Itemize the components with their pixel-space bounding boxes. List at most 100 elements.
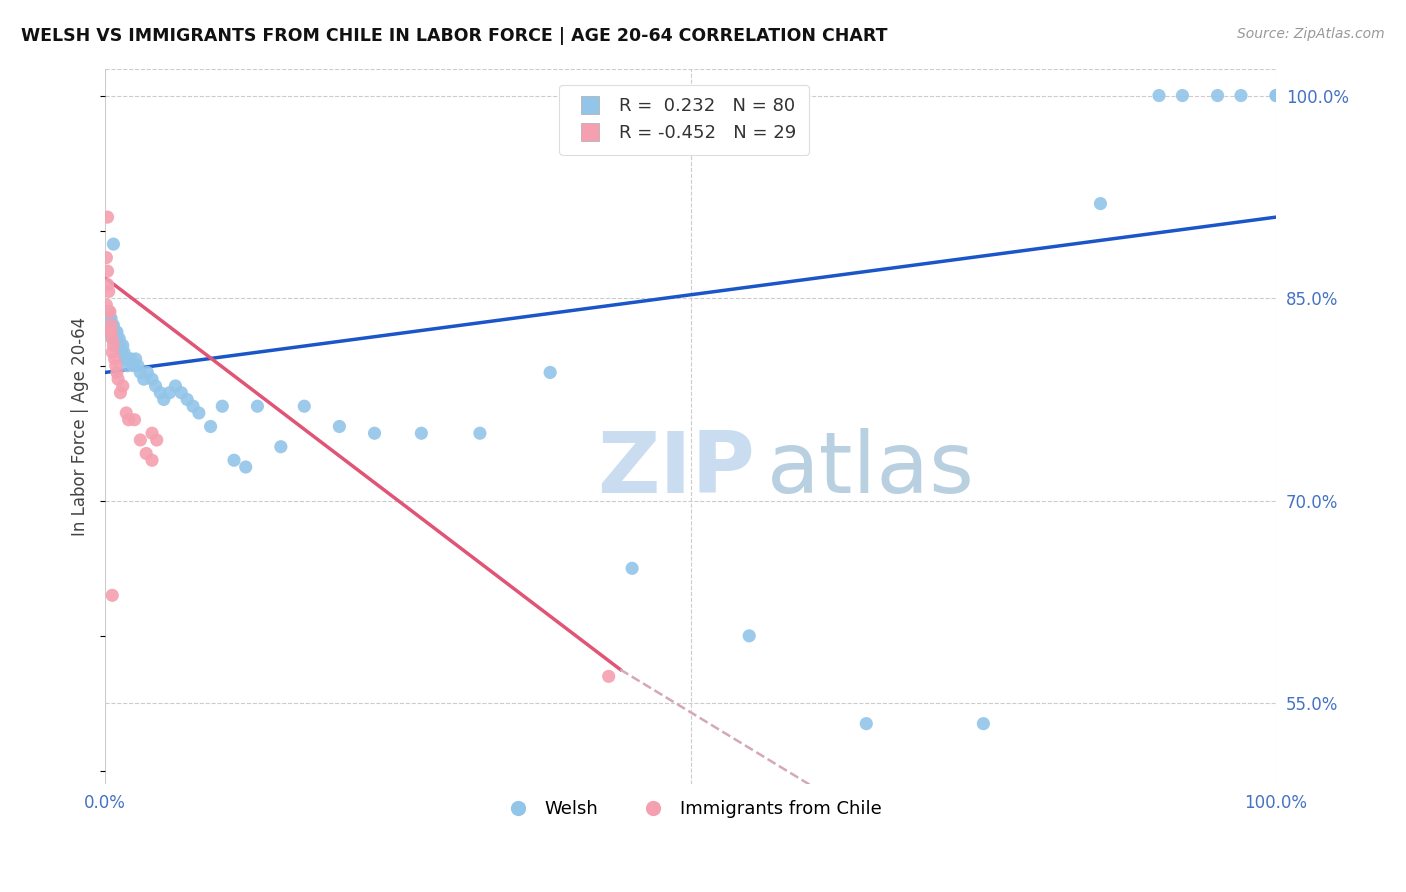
Point [1206, 88, 1229, 103]
Point [165, 379, 187, 393]
Point [96, 298, 118, 312]
Point [538, 366, 561, 380]
Point [170, 385, 193, 400]
Point [103, 237, 125, 252]
Text: WELSH VS IMMIGRANTS FROM CHILE IN LABOR FORCE | AGE 20-64 CORRELATION CHART: WELSH VS IMMIGRANTS FROM CHILE IN LABOR … [21, 27, 887, 45]
Point [103, 338, 125, 352]
Point [96, 304, 118, 318]
Point [96, 277, 118, 292]
Text: atlas: atlas [766, 428, 974, 511]
Point [120, 351, 142, 366]
Point [111, 379, 134, 393]
Point [135, 446, 157, 460]
Point [96, 210, 118, 224]
Point [187, 406, 209, 420]
Point [96, 311, 118, 326]
Point [101, 325, 124, 339]
Point [108, 338, 131, 352]
Point [363, 426, 385, 441]
Point [105, 332, 128, 346]
Point [159, 385, 181, 400]
Point [96, 251, 118, 265]
Point [96, 311, 118, 326]
Point [149, 385, 172, 400]
Point [96, 318, 118, 333]
Point [101, 318, 124, 333]
Point [117, 351, 139, 366]
Point [100, 318, 122, 333]
Point [181, 399, 204, 413]
Point [115, 406, 138, 420]
Point [141, 453, 163, 467]
Point [96, 264, 118, 278]
Point [100, 318, 122, 333]
Point [98, 318, 121, 333]
Point [738, 629, 761, 643]
Point [1230, 88, 1253, 103]
Point [103, 351, 125, 366]
Point [129, 433, 152, 447]
Point [97, 304, 120, 318]
Point [176, 392, 198, 407]
Point [235, 460, 257, 475]
Point [110, 345, 132, 359]
Point [112, 345, 135, 359]
Point [222, 453, 245, 467]
Point [101, 588, 124, 602]
Point [211, 399, 233, 413]
Point [132, 372, 155, 386]
Point [129, 366, 152, 380]
Point [621, 561, 644, 575]
Point [855, 716, 877, 731]
Point [105, 366, 128, 380]
Legend: Welsh, Immigrants from Chile: Welsh, Immigrants from Chile [492, 793, 889, 825]
Point [468, 426, 491, 441]
Point [117, 413, 139, 427]
Point [598, 669, 620, 683]
Point [105, 325, 128, 339]
Point [110, 338, 132, 352]
Point [98, 325, 121, 339]
Point [115, 351, 138, 366]
Point [101, 332, 124, 346]
Point [124, 413, 146, 427]
Point [145, 433, 167, 447]
Point [141, 372, 163, 386]
Point [98, 311, 121, 326]
Point [100, 325, 122, 339]
Point [246, 399, 269, 413]
Point [98, 304, 121, 318]
Point [114, 351, 136, 366]
Point [107, 372, 129, 386]
Point [110, 385, 132, 400]
Point [152, 392, 174, 407]
Point [103, 318, 125, 333]
Point [972, 716, 994, 731]
Point [124, 351, 146, 366]
Point [104, 325, 127, 339]
Point [292, 399, 315, 413]
Point [1171, 88, 1194, 103]
Point [1147, 88, 1170, 103]
Text: Source: ZipAtlas.com: Source: ZipAtlas.com [1237, 27, 1385, 41]
Point [127, 359, 149, 373]
Y-axis label: In Labor Force | Age 20-64: In Labor Force | Age 20-64 [72, 317, 89, 536]
Point [96, 304, 118, 318]
Point [328, 419, 350, 434]
Point [96, 325, 118, 339]
Point [107, 338, 129, 352]
Point [145, 379, 167, 393]
Point [117, 359, 139, 373]
Point [122, 359, 145, 373]
Point [1265, 88, 1288, 103]
Point [270, 440, 292, 454]
Point [97, 318, 120, 333]
Point [411, 426, 433, 441]
Point [97, 311, 120, 326]
Point [136, 366, 159, 380]
Point [103, 332, 125, 346]
Point [104, 359, 127, 373]
Point [200, 419, 222, 434]
Point [108, 332, 131, 346]
Point [103, 325, 125, 339]
